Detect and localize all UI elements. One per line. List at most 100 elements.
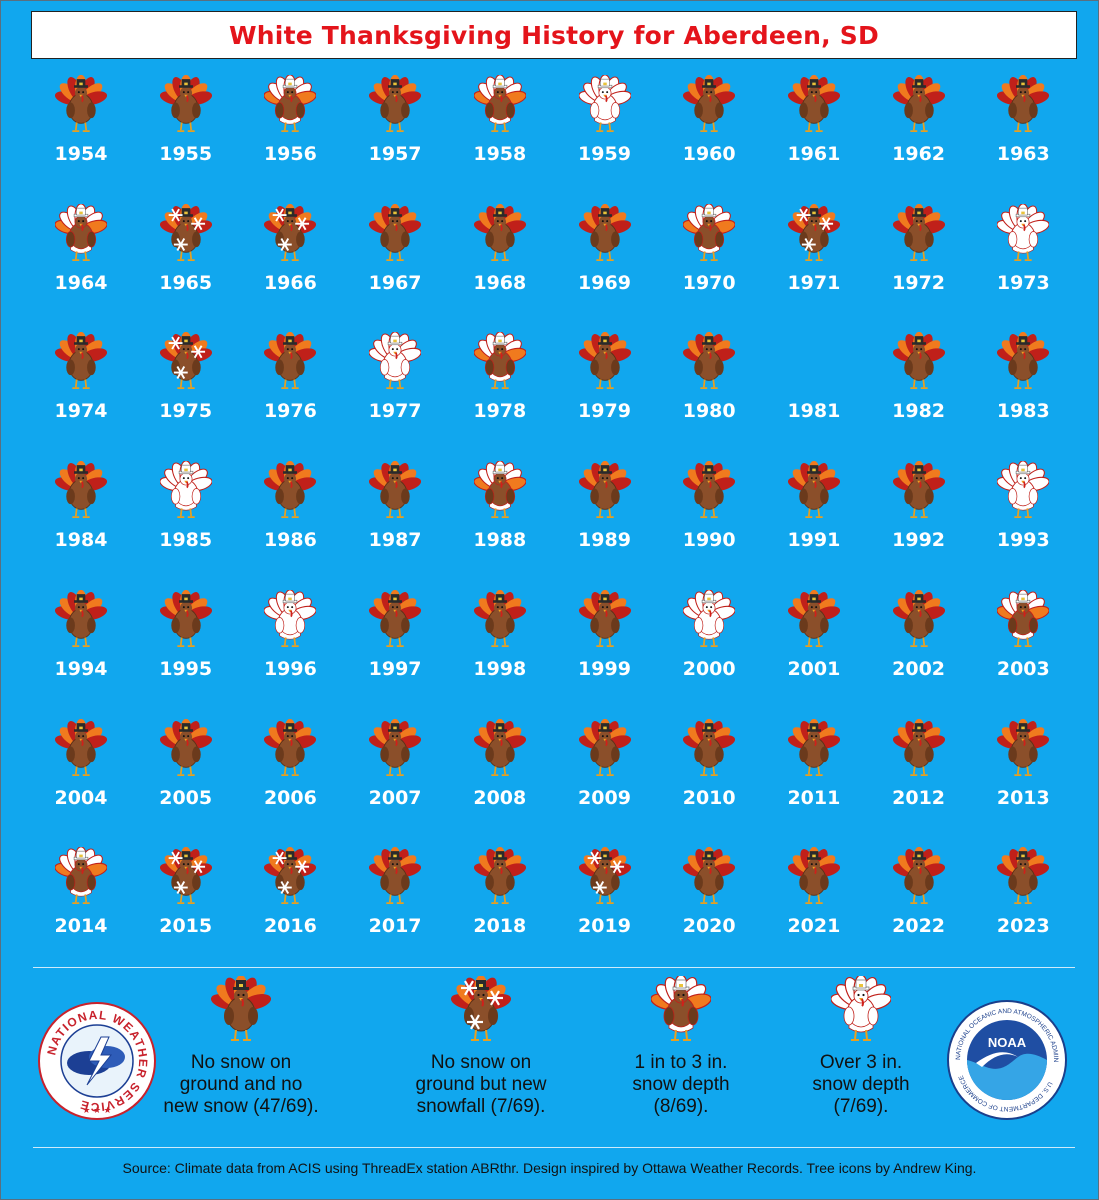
year-cell: 1991	[762, 455, 866, 565]
turkey-icon-over3	[997, 461, 1050, 519]
turkey-icon-depth1to3	[683, 203, 736, 261]
turkey-icon-none	[55, 75, 107, 132]
turkey-icon-none	[683, 718, 736, 776]
legend-text-line: snow depth	[632, 1074, 730, 1095]
year-cell: 1985	[134, 455, 238, 565]
source-note: Source: Climate data from ACIS using Thr…	[122, 1160, 977, 1176]
year-label: 1979	[578, 400, 631, 423]
legend-text-line: No snow on	[190, 1052, 292, 1073]
year-cell: 2009	[553, 713, 657, 823]
turkey-icon-none	[369, 75, 422, 132]
turkey-icon-none	[997, 718, 1050, 776]
turkey-icon-none	[997, 75, 1050, 132]
year-cell: 1959	[553, 69, 657, 179]
turkey-icon-newsnow	[264, 203, 317, 261]
year-label: 1974	[54, 400, 108, 423]
turkey-icon-depth1to3	[55, 847, 107, 905]
turkey-icon-none	[159, 718, 212, 776]
turkey-icon-none	[578, 589, 631, 647]
turkey-icon-none	[787, 718, 840, 776]
turkey-icon-none	[55, 718, 107, 776]
turkey-icon-none	[787, 847, 840, 905]
year-cell: 1983	[971, 326, 1075, 436]
year-cell: 1962	[867, 69, 971, 179]
turkey-icon-none	[369, 847, 422, 905]
year-label: 2011	[787, 786, 841, 809]
turkey-icon-none	[55, 332, 107, 390]
year-cell: 1971	[762, 198, 866, 308]
year-label: 1988	[473, 529, 527, 552]
turkey-icon-none	[473, 203, 526, 261]
year-label: 1987	[368, 529, 422, 552]
year-label: 1964	[54, 271, 108, 294]
year-cell: 1980	[657, 326, 761, 436]
year-label: 1954	[54, 143, 108, 165]
legend-text-line: snow depth	[812, 1074, 910, 1095]
year-label: 1976	[263, 400, 317, 423]
page-title: White Thanksgiving History for Aberdeen,…	[229, 20, 879, 50]
turkey-icon-none	[369, 461, 422, 519]
turkey-icon-none	[578, 332, 631, 390]
year-label: 1986	[263, 529, 317, 552]
turkey-icon-none	[473, 589, 526, 647]
year-label: 1994	[54, 657, 108, 680]
year-cell: 1987	[343, 455, 447, 565]
turkey-icon-over3	[683, 589, 736, 647]
year-label: 2019	[578, 915, 631, 938]
year-label: 1975	[159, 400, 213, 423]
legend-text-line: (7/69).	[833, 1096, 889, 1117]
year-cell: 2021	[762, 841, 866, 951]
turkey-icon-none	[55, 589, 107, 647]
turkey-icon-none	[892, 203, 945, 261]
legend-text-line: 1 in to 3 in.	[634, 1052, 728, 1073]
year-label: 2010	[682, 786, 736, 809]
year-label: 1990	[682, 529, 736, 552]
year-label: 1972	[892, 271, 946, 294]
year-cell: 2010	[657, 713, 761, 823]
year-label: 2020	[682, 915, 736, 938]
turkey-icon-over3	[159, 461, 212, 519]
svg-text:★ ★ ★: ★ ★ ★	[82, 1105, 111, 1115]
year-cell: 1995	[134, 584, 238, 694]
turkey-icon-newsnow	[787, 203, 840, 261]
year-label: 1960	[682, 143, 736, 165]
legend-turkey-icon	[831, 976, 891, 1041]
legend-text-line: ground and no	[179, 1074, 303, 1095]
year-cell: 2012	[867, 713, 971, 823]
year-cell: 2018	[448, 841, 552, 951]
divider	[33, 967, 1075, 968]
year-label: 2001	[787, 657, 841, 680]
turkey-icon-none	[578, 461, 631, 519]
turkey-icon-none	[892, 75, 945, 132]
year-label: 2012	[892, 786, 946, 809]
year-cell: 2023	[971, 841, 1075, 951]
year-label: 2005	[159, 786, 213, 809]
year-label: 2003	[996, 657, 1050, 680]
year-cell: 2011	[762, 713, 866, 823]
year-label: 2017	[368, 915, 422, 938]
legend-text-line: new snow (47/69).	[163, 1096, 319, 1117]
year-cell: 2000	[657, 584, 761, 694]
turkey-icon-over3	[264, 589, 317, 647]
turkey-icon-none	[787, 589, 840, 647]
year-cell: 2013	[971, 713, 1075, 823]
year-cell: 1956	[238, 69, 342, 179]
year-label: 2016	[263, 915, 317, 938]
year-cell: 2004	[29, 713, 133, 823]
year-cell: 1994	[29, 584, 133, 694]
year-cell: 2005	[134, 713, 238, 823]
year-cell: 1967	[343, 198, 447, 308]
year-label: 1956	[263, 143, 317, 165]
turkey-icon-none	[892, 589, 945, 647]
turkey-icon-over3	[369, 332, 422, 390]
turkey-icon-none	[473, 718, 526, 776]
year-label: 2000	[682, 657, 736, 680]
year-label: 1970	[682, 271, 736, 294]
turkey-icon-newsnow	[264, 847, 317, 905]
year-label: 2022	[892, 915, 946, 938]
year-cell: 2022	[867, 841, 971, 951]
year-cell: 1988	[448, 455, 552, 565]
year-cell: 1998	[448, 584, 552, 694]
year-cell: 1976	[238, 326, 342, 436]
year-cell: 1966	[238, 198, 342, 308]
